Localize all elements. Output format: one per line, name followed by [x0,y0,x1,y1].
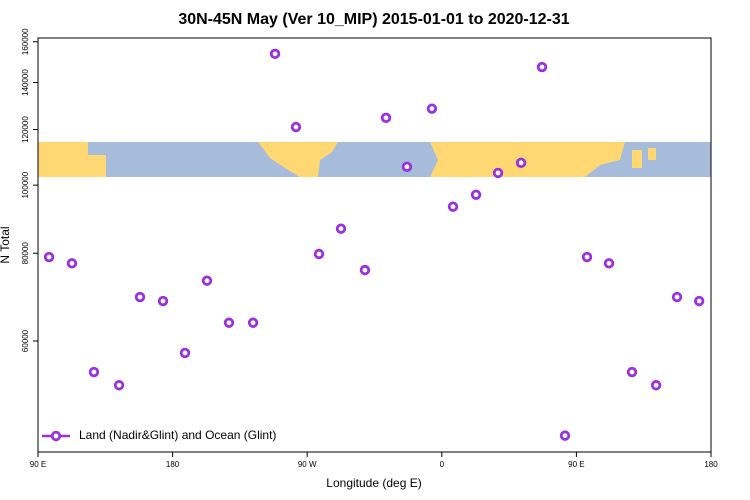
x-tick-label: 180 [704,460,718,469]
map-band [38,142,711,177]
y-tick-label: 60000 [21,329,30,352]
point [693,295,705,307]
point [179,347,191,359]
y-tick-label: 120000 [21,116,30,143]
legend-label: Land (Nadir&Glint) and Ocean (Glint) [79,428,276,442]
point [134,291,146,303]
point [401,161,413,173]
point [380,112,392,124]
point [223,317,235,328]
x-axis-title: Longitude (deg E) [326,476,421,490]
point [603,258,615,269]
point [43,251,55,263]
point [515,157,527,169]
plot-frame [37,37,712,453]
point [447,201,459,212]
point [313,248,325,260]
point [269,48,281,60]
point [88,366,100,378]
x-tick-label: 0 [440,460,445,469]
x-tick-label: 180 [166,460,180,469]
point [113,380,125,391]
point [671,291,683,303]
chart-title: 30N-45N May (Ver 10_MIP) 2015-01-01 to 2… [178,11,569,28]
x-tick-label: 90 E [30,460,46,469]
point [581,251,593,263]
y-tick-label: 140000 [21,69,30,96]
point [247,317,259,328]
point [359,264,371,276]
point [66,258,78,269]
x-tick-label: 90 W [298,460,317,469]
point [492,167,504,179]
y-tick-label: 80000 [21,242,30,265]
y-tick-label: 160000 [21,28,30,55]
point [626,366,638,378]
y-axis-title: N Total [0,226,12,263]
legend-marker [50,430,62,442]
x-tick-label: 90 E [568,460,584,469]
point [470,189,482,200]
point [201,275,213,286]
point [290,121,302,133]
y-tick-label: 100000 [21,171,30,198]
point [335,223,347,234]
point [650,380,662,391]
point [559,430,571,441]
point [157,295,169,307]
point [536,61,548,73]
point [426,103,438,114]
